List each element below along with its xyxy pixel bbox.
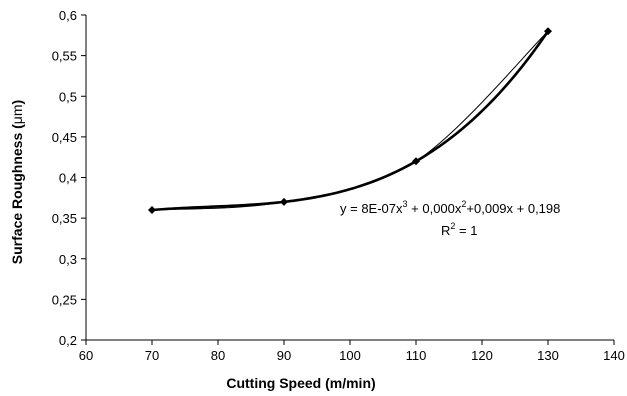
equation-part-3: +0,009x + 0,198 (466, 201, 560, 216)
equation-part-2: + 0,000x (408, 201, 462, 216)
y-tick-label: 0,3 (59, 252, 77, 267)
x-tick-label: 130 (537, 348, 559, 363)
y-axis-title-prefix: Surface Roughness ( (9, 124, 25, 264)
y-tick-label: 0,45 (52, 130, 77, 145)
x-tick-label: 70 (145, 348, 159, 363)
axes (85, 15, 614, 341)
data-point-marker (412, 157, 420, 166)
x-axis-title: Cutting Speed (m/min) (226, 375, 375, 391)
r2-suffix: = 1 (455, 223, 477, 238)
y-tick-label: 0,4 (59, 171, 77, 186)
series-line (151, 30, 549, 211)
x-tick-label: 90 (277, 348, 291, 363)
r2-sup: 2 (450, 221, 455, 231)
x-ticks: 60 70 80 90 100 110 120 130 140 (79, 340, 625, 363)
data-point-marker (280, 197, 288, 206)
trendline-equation: y = 8E-07x3 + 0,000x2+0,009x + 0,198 (340, 199, 560, 216)
x-tick-label: 110 (406, 348, 427, 363)
y-axis-title: Surface Roughness (μm) (9, 100, 25, 264)
equation-sup-2: 2 (461, 199, 466, 209)
x-tick-label: 60 (79, 348, 93, 363)
x-tick-label: 140 (603, 348, 625, 363)
y-axis-title-unit: μm (9, 104, 25, 124)
x-tick-label: 100 (339, 348, 361, 363)
y-tick-label: 0,5 (59, 89, 77, 104)
equation-sup-1: 3 (403, 199, 408, 209)
y-axis-title-suffix: ) (9, 100, 25, 105)
series-layer (148, 27, 552, 214)
equation-part-1: y = 8E-07x (340, 201, 403, 216)
x-tick-label: 80 (211, 348, 225, 363)
data-point-marker (148, 206, 156, 214)
x-tick-label: 120 (471, 348, 493, 363)
y-tick-label: 0,55 (52, 49, 77, 64)
y-tick-label: 0,6 (59, 8, 77, 23)
y-tick-label: 0,2 (59, 333, 77, 348)
y-ticks: 0,2 0,25 0,3 0,35 0,4 0,45 0,5 0,55 0,6 (52, 8, 86, 348)
y-tick-label: 0,25 (52, 292, 77, 307)
data-point-marker (544, 27, 552, 36)
r-squared-label: R2 = 1 (441, 221, 477, 238)
y-tick-label: 0,35 (52, 211, 77, 226)
r2-prefix: R (441, 223, 450, 238)
trendline-curve (151, 30, 550, 212)
